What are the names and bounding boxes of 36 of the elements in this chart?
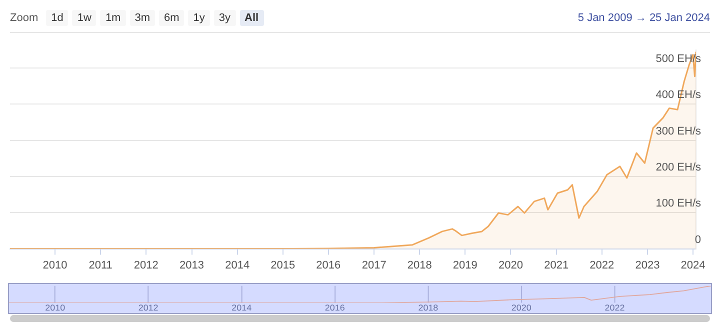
- x-tick-label: 2022: [604, 302, 625, 312]
- x-tick-label: 2010: [42, 259, 68, 272]
- x-tick-label: 2020: [498, 259, 523, 272]
- x-tick-label: 2011: [88, 259, 112, 272]
- x-tick-label: 2014: [225, 259, 250, 272]
- x-tick-label: 2010: [45, 302, 66, 312]
- x-tick-label: 2023: [635, 259, 660, 272]
- x-tick-label: 2016: [316, 259, 341, 272]
- text: 1w: [72, 10, 96, 26]
- x-tick-label: 2015: [270, 259, 296, 272]
- x-tick-label: 2013: [180, 259, 204, 272]
- x-tick-label: 2018: [418, 302, 438, 312]
- text: 6m: [159, 10, 184, 26]
- x-tick-label: 2018: [407, 259, 432, 272]
- text: 3m: [130, 10, 155, 26]
- x-tick-label: 2019: [452, 259, 478, 272]
- y-tick-label: 300 EH/s: [656, 125, 702, 138]
- y-tick-label: 100 EH/s: [656, 198, 702, 210]
- x-tick-label: 2022: [590, 259, 614, 272]
- x-tick-label: 2024: [680, 259, 706, 272]
- text: 3y: [214, 10, 236, 26]
- x-tick-label: 2014: [232, 302, 252, 312]
- x-tick-label: 2017: [362, 259, 386, 272]
- text: 5 Jan 2009 → 25 Jan 2024: [578, 12, 710, 24]
- text: All: [240, 10, 264, 26]
- text: 1y: [188, 10, 210, 26]
- x-tick-label: 2012: [134, 259, 158, 272]
- text: 1d: [46, 10, 68, 26]
- y-tick-label: 0: [694, 234, 701, 246]
- x-tick-label: 2016: [324, 302, 345, 312]
- text: Zoom: [10, 12, 38, 24]
- x-tick-label: 2021: [544, 259, 569, 272]
- x-tick-label: 2012: [138, 302, 158, 312]
- y-tick-label: 200 EH/s: [656, 162, 702, 174]
- text: 1m: [100, 10, 126, 26]
- x-tick-label: 2020: [511, 302, 532, 312]
